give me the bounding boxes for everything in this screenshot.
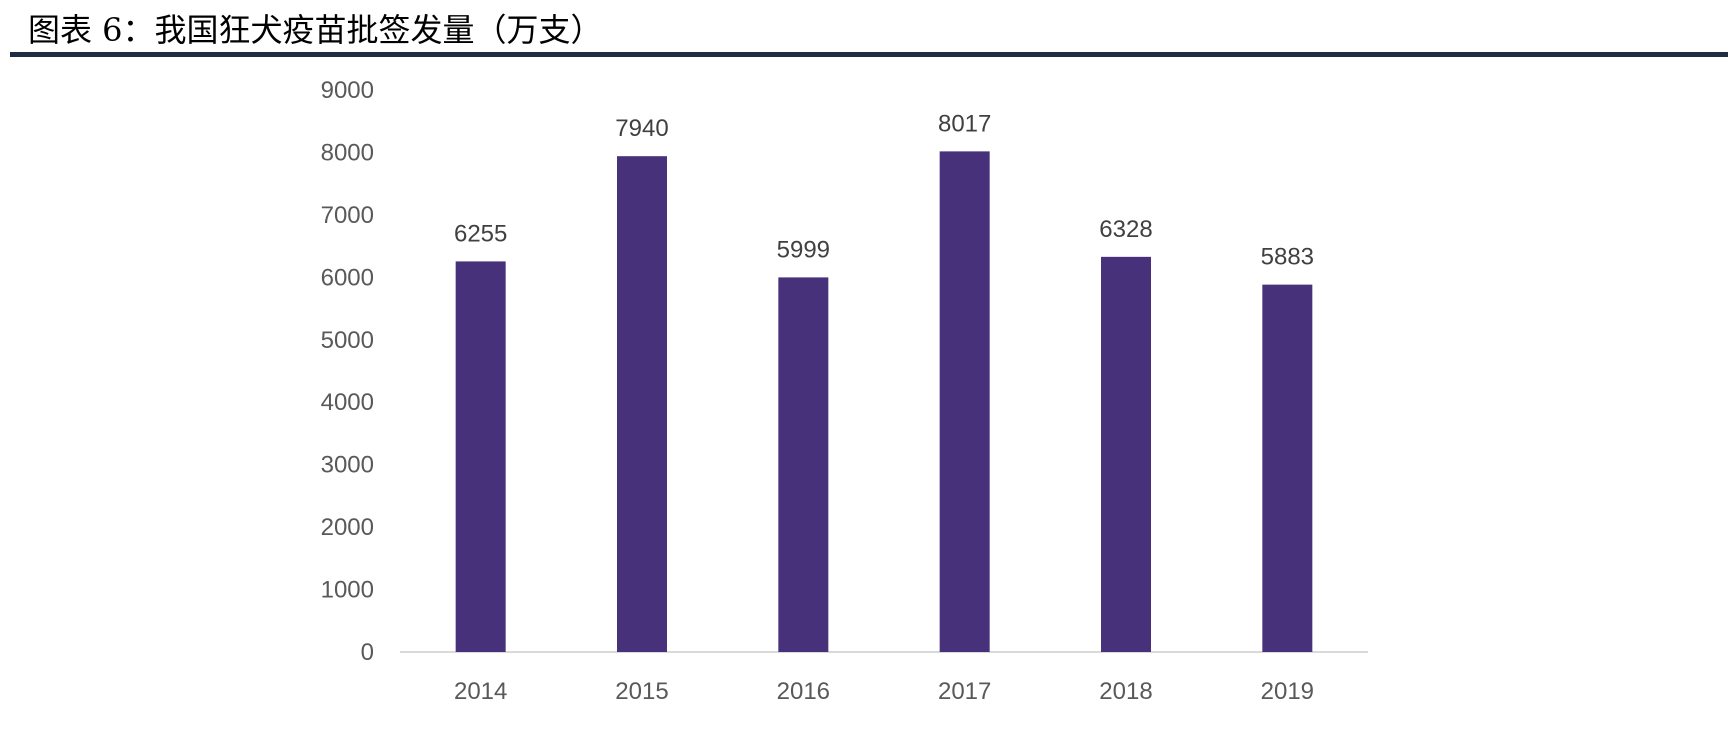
chart-title: 图表 6：我国狂犬疫苗批签发量（万支）	[28, 11, 603, 49]
bar-2014	[455, 261, 506, 652]
data-labels: 6255 7940 5999 8017 6328 5883	[454, 110, 1314, 270]
y-tick-label: 9000	[321, 77, 374, 104]
data-label-2016: 5999	[777, 236, 830, 263]
y-axis: 0 1000 2000 3000 4000 5000 6000 7000 8000 9000	[321, 77, 374, 666]
bar-2019	[1262, 284, 1313, 652]
x-tick-label: 2019	[1261, 678, 1314, 705]
x-tick-label: 2015	[615, 678, 668, 705]
data-label-2018: 6328	[1099, 216, 1152, 243]
y-tick-label: 3000	[321, 452, 374, 479]
y-tick-label: 1000	[321, 577, 374, 604]
x-tick-label: 2016	[777, 678, 830, 705]
y-tick-label: 5000	[321, 327, 374, 354]
bar-series	[455, 151, 1313, 653]
bar-2016	[778, 277, 829, 652]
y-tick-label: 0	[361, 639, 374, 666]
x-tick-label: 2018	[1099, 678, 1152, 705]
y-tick-label: 4000	[321, 389, 374, 416]
y-tick-label: 7000	[321, 202, 374, 229]
y-tick-label: 6000	[321, 264, 374, 291]
title-divider	[10, 52, 1728, 57]
x-axis: 2014 2015 2016 2017 2018 2019	[400, 651, 1368, 705]
data-label-2019: 5883	[1261, 244, 1314, 271]
bar-2015	[617, 156, 667, 653]
y-tick-label: 8000	[321, 139, 374, 166]
data-label-2015: 7940	[615, 115, 668, 142]
y-tick-label: 2000	[321, 514, 374, 541]
x-tick-label: 2017	[938, 678, 991, 705]
data-label-2017: 8017	[938, 110, 991, 137]
bar-2017	[939, 151, 990, 653]
x-tick-label: 2014	[454, 678, 507, 705]
bar-2018	[1101, 256, 1151, 652]
data-label-2014: 6255	[454, 220, 507, 247]
